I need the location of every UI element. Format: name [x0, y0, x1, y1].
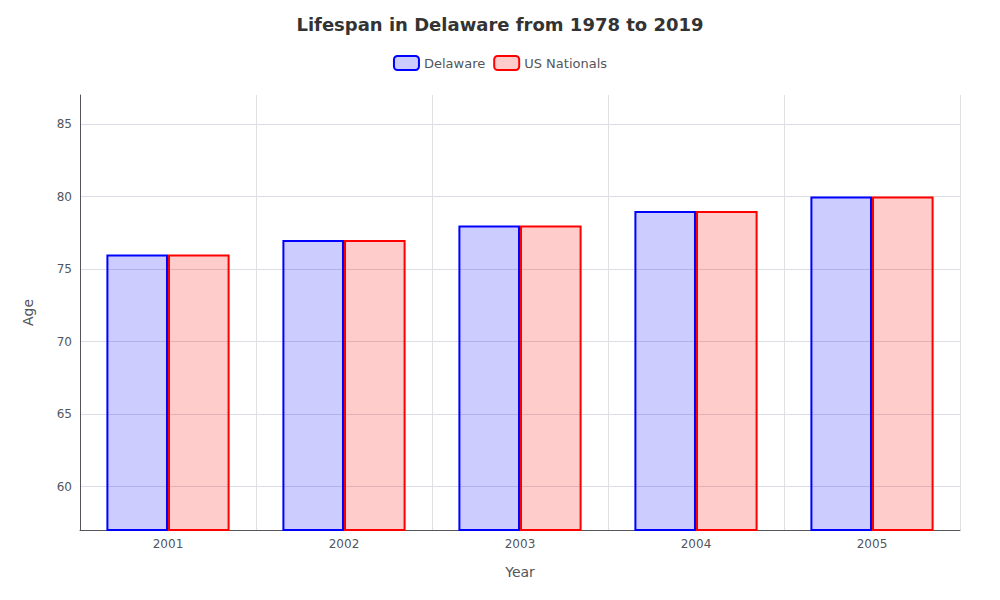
svg-text:80: 80 [57, 190, 72, 204]
svg-text:Age: Age [20, 299, 36, 326]
svg-text:2001: 2001 [153, 537, 184, 551]
svg-text:60: 60 [57, 480, 72, 494]
svg-text:70: 70 [57, 335, 72, 349]
svg-text:2004: 2004 [681, 537, 712, 551]
svg-text:2002: 2002 [329, 537, 360, 551]
svg-text:75: 75 [57, 262, 72, 276]
svg-text:85: 85 [57, 117, 72, 131]
svg-text:2005: 2005 [857, 537, 888, 551]
svg-text:Lifespan in Delaware from 1978: Lifespan in Delaware from 1978 to 2019 [296, 14, 703, 35]
svg-text:2003: 2003 [505, 537, 536, 551]
svg-text:Delaware: Delaware [424, 56, 485, 71]
svg-text:Year: Year [504, 564, 535, 580]
svg-text:65: 65 [57, 407, 72, 421]
svg-text:US Nationals: US Nationals [524, 56, 607, 71]
